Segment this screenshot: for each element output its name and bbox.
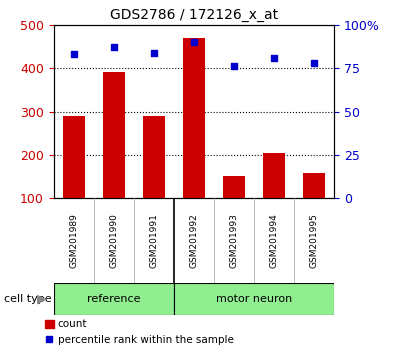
Text: GSM201989: GSM201989 bbox=[69, 213, 78, 268]
Bar bbox=[183, 38, 205, 242]
Text: ▶: ▶ bbox=[37, 293, 47, 306]
Point bbox=[151, 50, 157, 55]
Point bbox=[311, 60, 318, 66]
Legend: count, percentile rank within the sample: count, percentile rank within the sample bbox=[41, 315, 238, 349]
Text: GSM201991: GSM201991 bbox=[149, 213, 158, 268]
Text: GSM201994: GSM201994 bbox=[270, 213, 279, 268]
Text: GSM201990: GSM201990 bbox=[109, 213, 118, 268]
Point bbox=[111, 45, 117, 50]
Text: GSM201995: GSM201995 bbox=[310, 213, 319, 268]
Text: cell type: cell type bbox=[4, 294, 52, 304]
Point bbox=[191, 39, 197, 45]
Bar bbox=[143, 116, 165, 242]
Point bbox=[70, 51, 77, 57]
Bar bbox=[303, 173, 325, 242]
Text: motor neuron: motor neuron bbox=[216, 294, 292, 304]
Point bbox=[231, 64, 237, 69]
Title: GDS2786 / 172126_x_at: GDS2786 / 172126_x_at bbox=[110, 8, 278, 22]
Text: GSM201992: GSM201992 bbox=[189, 213, 199, 268]
Bar bbox=[263, 153, 285, 242]
Bar bbox=[174, 283, 334, 315]
Bar bbox=[223, 176, 245, 242]
Bar bbox=[63, 116, 85, 242]
Bar bbox=[54, 283, 174, 315]
Bar bbox=[103, 73, 125, 242]
Text: GSM201993: GSM201993 bbox=[230, 213, 239, 268]
Text: reference: reference bbox=[87, 294, 140, 304]
Point bbox=[271, 55, 277, 61]
